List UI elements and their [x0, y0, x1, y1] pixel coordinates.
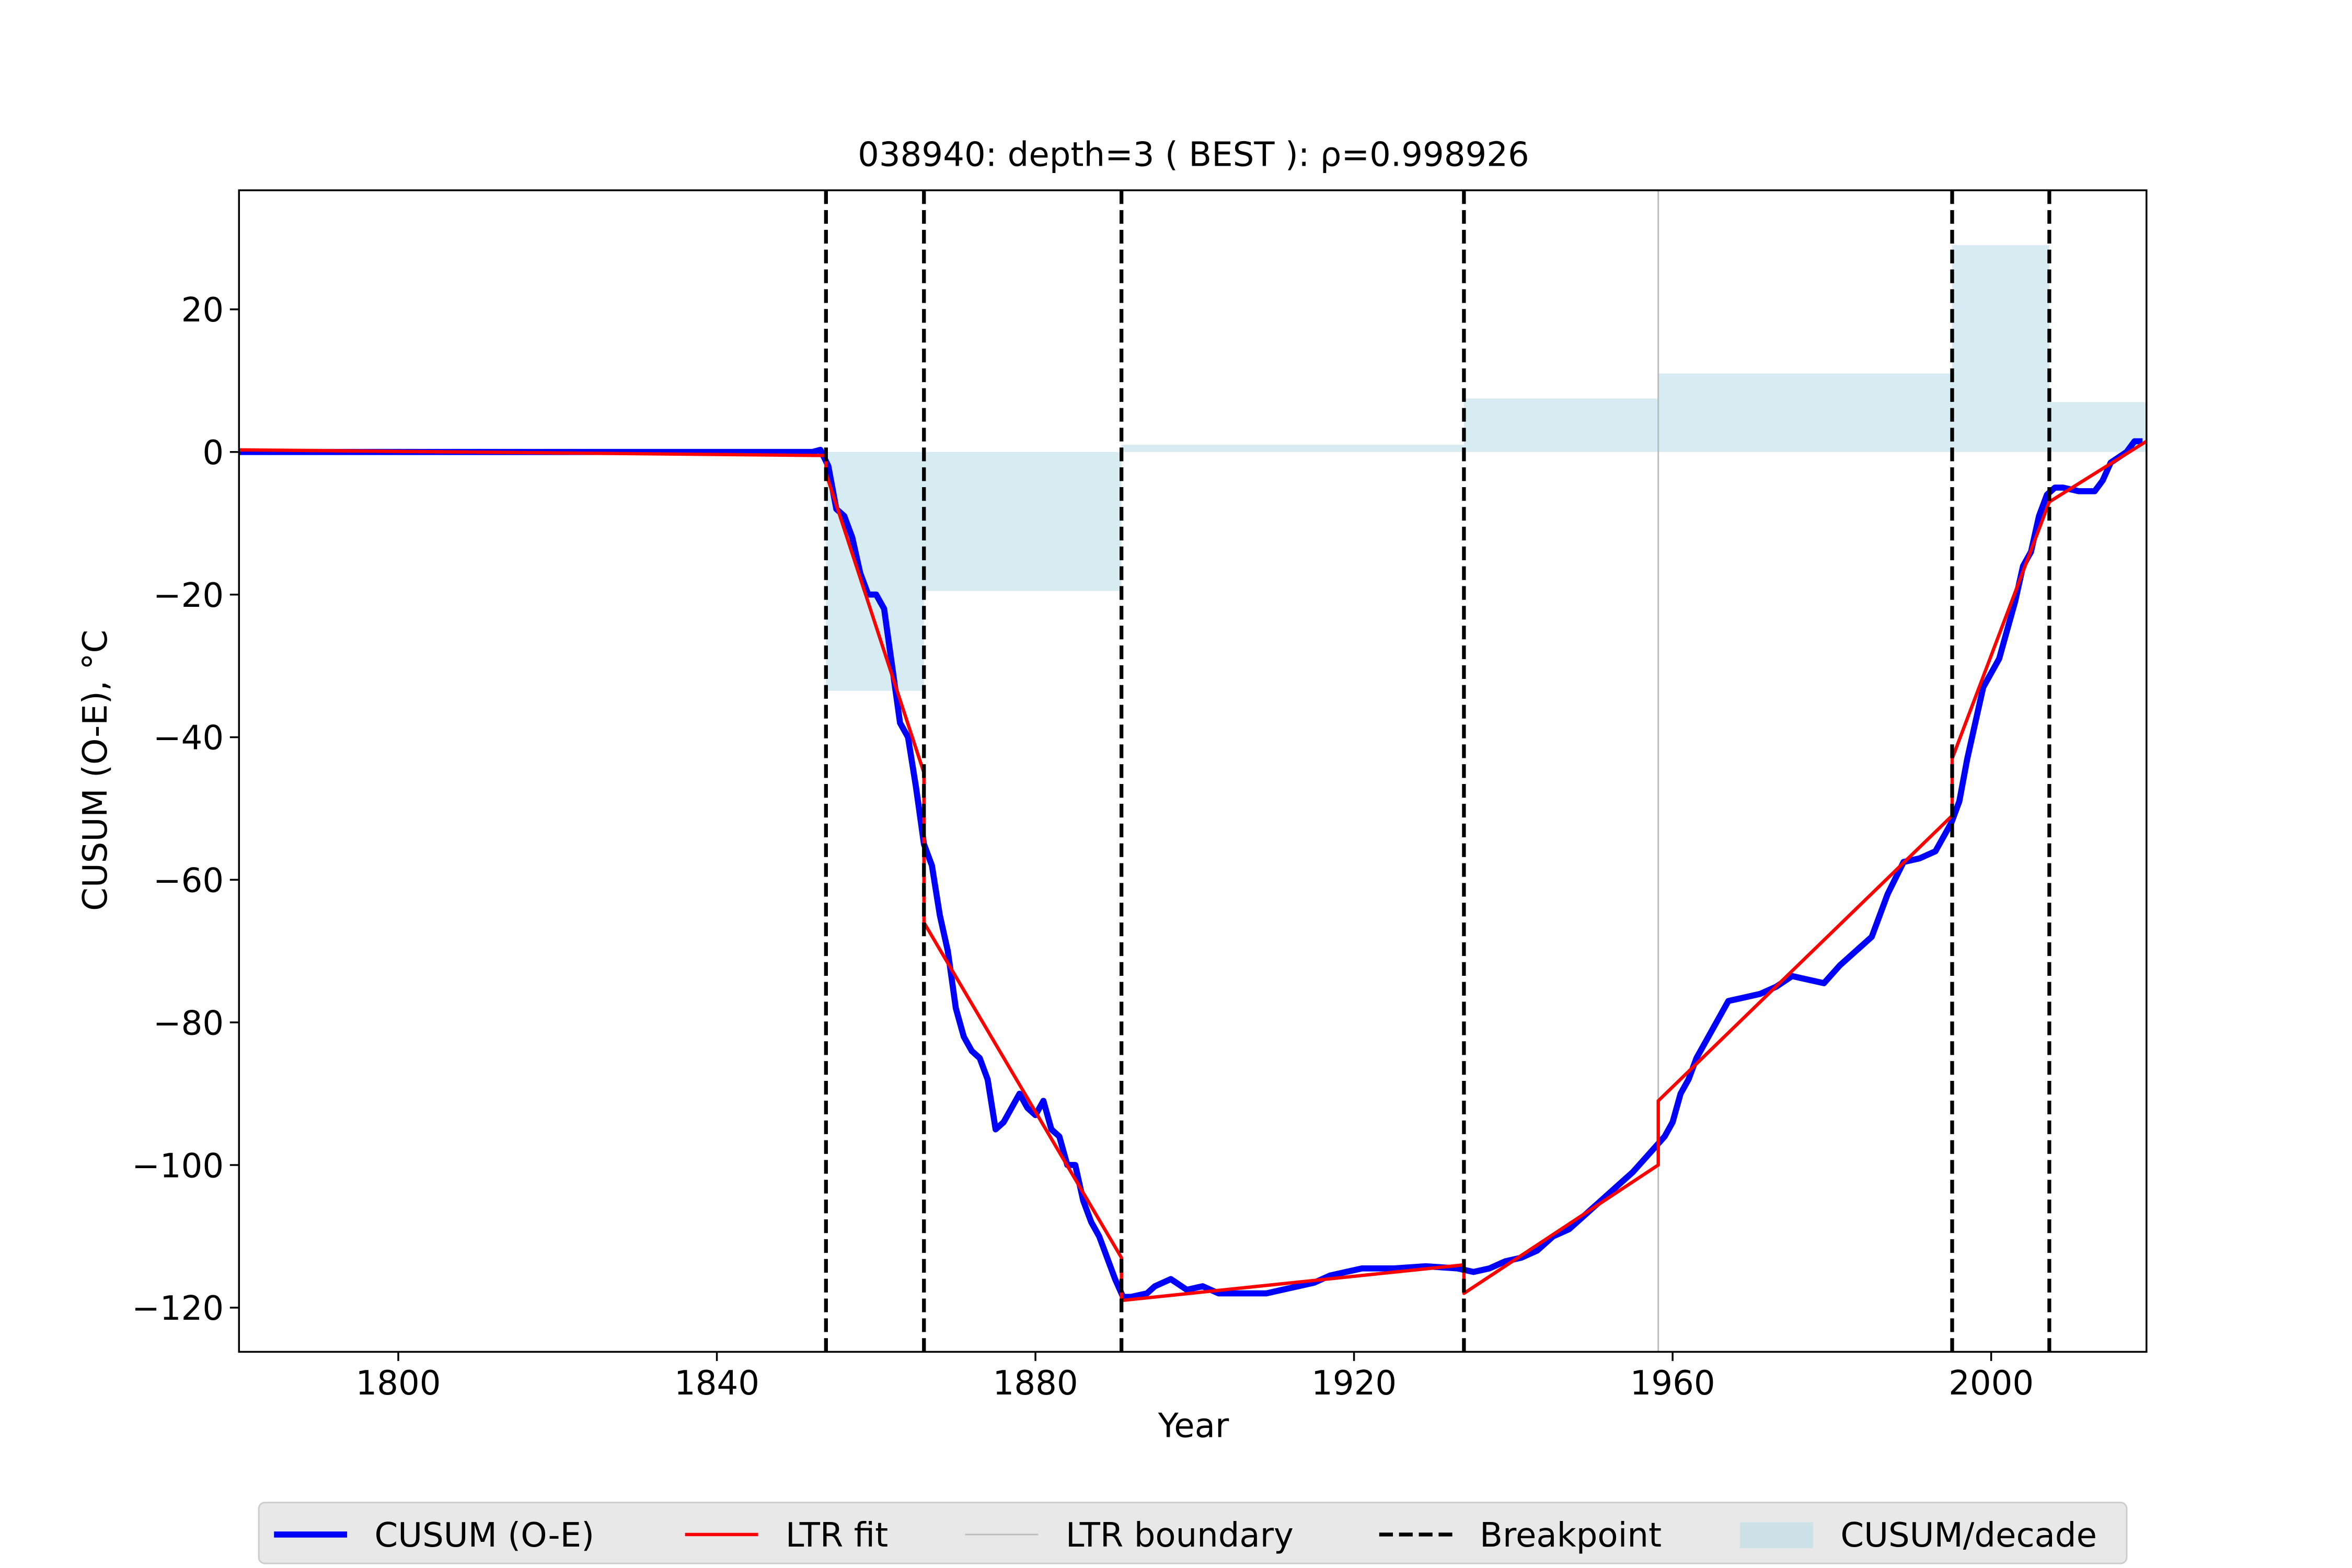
legend-label: LTR boundary	[1066, 1516, 1294, 1555]
legend: CUSUM (O-E) LTR fit LTR boundary Breakpoint…	[258, 1502, 2128, 1564]
x-tick-label: 2000	[1949, 1364, 2034, 1403]
y-tick-label: −60	[153, 862, 224, 901]
x-tick-label: 1840	[674, 1364, 759, 1403]
y-tick-label: −20	[153, 577, 224, 615]
x-tick-label: 1800	[356, 1364, 441, 1403]
series-line	[239, 438, 2143, 1300]
legend-swatch	[1740, 1522, 1813, 1549]
plot-area	[239, 190, 2147, 1352]
legend-label: CUSUM (O-E)	[375, 1516, 595, 1555]
decade-bar	[1121, 445, 1464, 452]
decade-bar	[826, 452, 924, 691]
x-axis-label: Year	[1158, 1407, 1229, 1446]
decade-bar	[924, 452, 1122, 591]
legend-box	[258, 1502, 2128, 1564]
y-tick-label: −100	[132, 1147, 224, 1185]
y-tick-label: −120	[132, 1289, 224, 1328]
legend-label: CUSUM/decade	[1840, 1516, 2097, 1555]
y-tick-label: −40	[153, 719, 224, 758]
decade-bar	[1658, 373, 1952, 452]
series-line	[239, 440, 2147, 1302]
legend-label: Breakpoint	[1480, 1516, 1662, 1555]
y-tick-label: 20	[181, 291, 224, 330]
legend-label: LTR fit	[786, 1516, 888, 1555]
y-tick-label: 0	[202, 434, 224, 472]
decade-bar	[1952, 245, 2049, 452]
y-tick-label: −80	[153, 1004, 224, 1043]
plot-frame	[238, 189, 2148, 1353]
x-tick-label: 1880	[993, 1364, 1078, 1403]
y-axis-label: CUSUM (O-E), °C	[76, 630, 115, 911]
x-tick-label: 1920	[1311, 1364, 1397, 1403]
x-tick-label: 1960	[1630, 1364, 1715, 1403]
decade-bar	[1463, 398, 1658, 452]
chart-title: 038940: depth=3 ( BEST ): ρ=0.998926	[858, 135, 1529, 174]
